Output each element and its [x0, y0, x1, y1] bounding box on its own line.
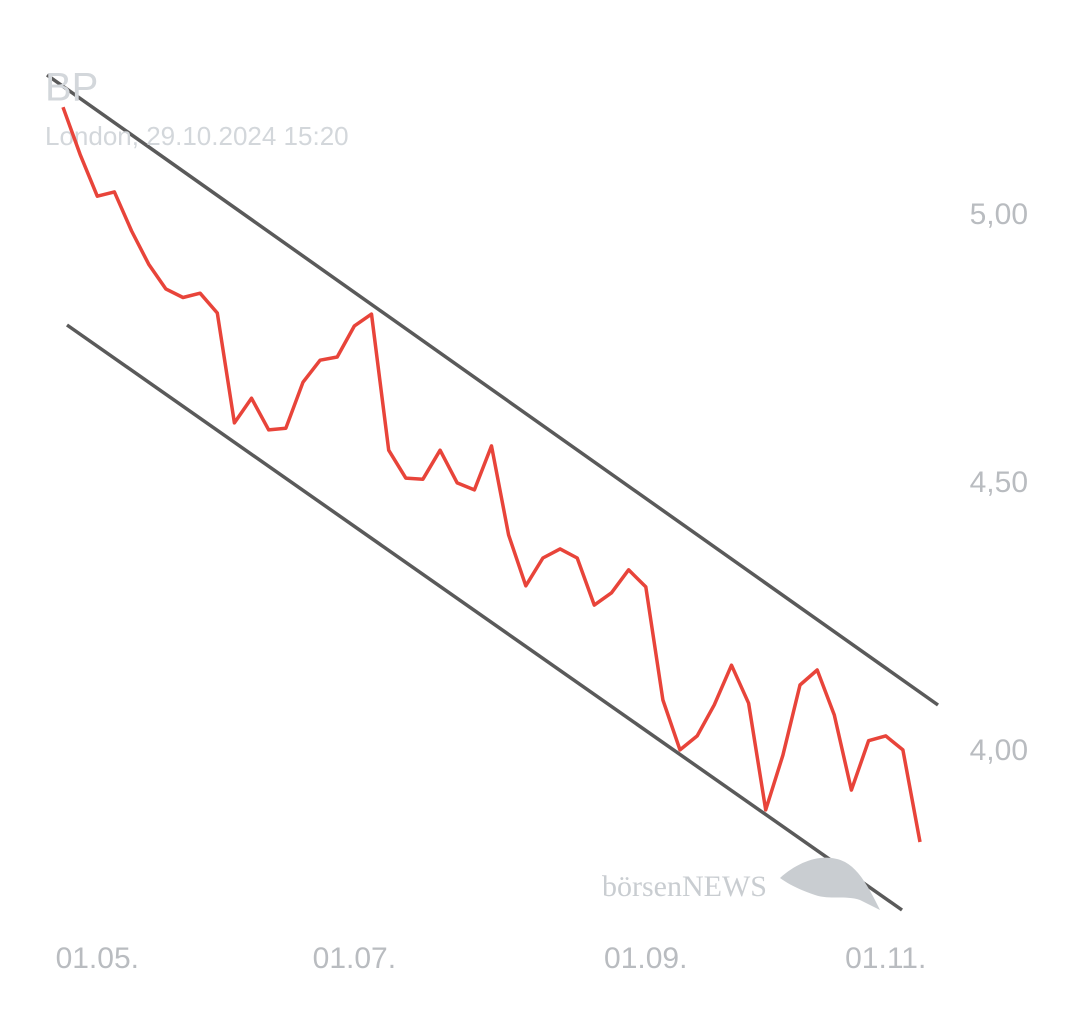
price-line	[61, 106, 922, 843]
y-tick-label: 5,00	[970, 198, 1028, 231]
chart-title: BP	[45, 66, 98, 110]
chart-subtitle: London, 29.10.2024 15:20	[45, 121, 349, 151]
y-tick-label: 4,50	[970, 466, 1028, 499]
watermark: börsenNEWS	[602, 870, 767, 903]
watermark-logo: börsenNEWS	[602, 857, 880, 910]
y-tick-label: 4,00	[970, 734, 1028, 767]
channel-upper	[45, 73, 940, 707]
x-tick-label: 01.11.	[845, 942, 926, 975]
x-tick-label: 01.05.	[56, 942, 139, 975]
channel-lower	[65, 323, 904, 912]
x-tick-label: 01.09.	[604, 942, 687, 975]
x-tick-label: 01.07.	[313, 942, 396, 975]
